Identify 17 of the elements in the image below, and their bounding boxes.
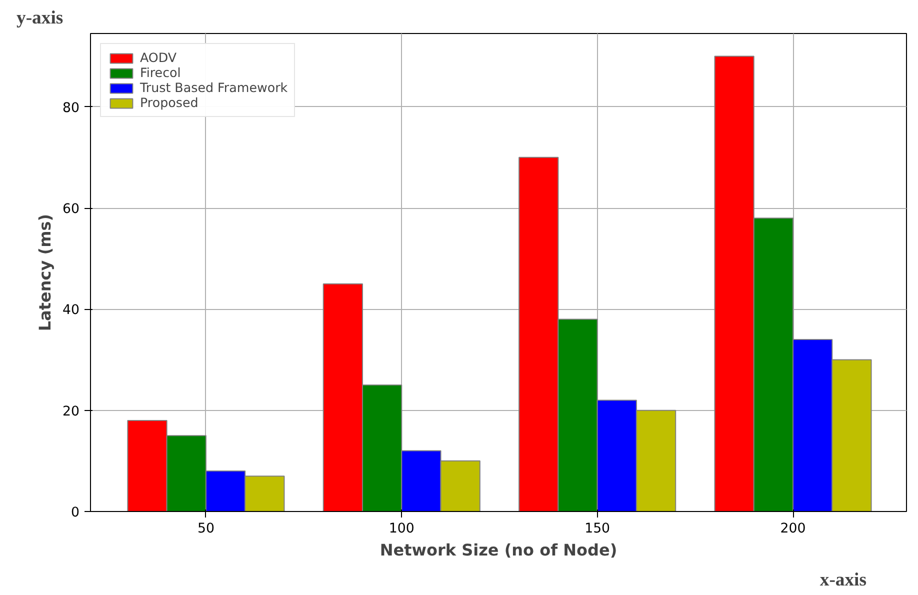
x-tick-label: 150 bbox=[584, 522, 610, 536]
y-tick-label: 40 bbox=[62, 303, 80, 318]
y-tick-label: 60 bbox=[62, 202, 80, 218]
y-tick-label: 20 bbox=[62, 404, 80, 420]
legend-label: Proposed bbox=[140, 95, 198, 110]
y-tick-label: 80 bbox=[62, 100, 80, 116]
legend-label: Trust Based Framework bbox=[140, 80, 288, 95]
legend-label: Firecol bbox=[140, 65, 181, 80]
y-tick-label: 0 bbox=[71, 506, 80, 520]
y-axis-title: Latency (ms) bbox=[36, 214, 55, 332]
x-tick-label: 100 bbox=[388, 522, 414, 536]
x-axis-title: Network Size (no of Node) bbox=[380, 540, 618, 560]
text: y-axis bbox=[16, 8, 64, 28]
text: x-axis bbox=[820, 570, 866, 590]
x-tick-label: 50 bbox=[197, 522, 214, 536]
legend-label: AODV bbox=[140, 50, 177, 65]
x-tick-label: 200 bbox=[780, 522, 806, 536]
